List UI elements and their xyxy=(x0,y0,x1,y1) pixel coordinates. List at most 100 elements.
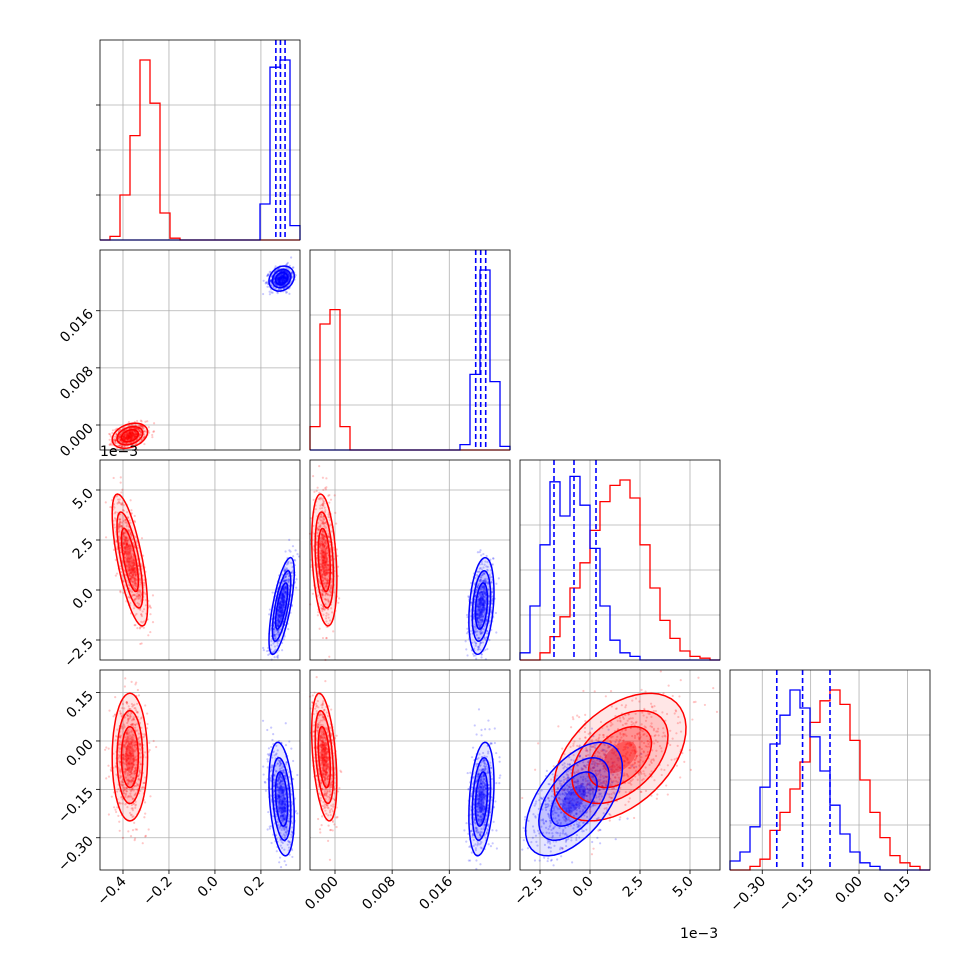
scatter-point xyxy=(315,489,318,492)
scatter-point xyxy=(132,568,136,572)
scatter-point xyxy=(155,745,158,749)
scatter-point xyxy=(283,277,286,280)
scatter-point xyxy=(281,649,284,652)
scatter-point xyxy=(117,437,120,440)
scatter-point xyxy=(122,531,125,535)
scatter-point xyxy=(134,624,137,627)
scatter-point xyxy=(123,433,126,436)
scatter-point xyxy=(126,433,129,436)
scatter-point xyxy=(278,277,282,280)
scatter-point xyxy=(129,436,132,440)
scatter-point xyxy=(280,274,283,277)
scatter-point xyxy=(124,437,127,440)
scatter-point xyxy=(276,279,279,282)
scatter-point xyxy=(118,529,121,533)
scatter-point xyxy=(129,577,132,580)
scatter-point xyxy=(128,437,131,440)
scatter-point xyxy=(278,861,281,864)
scatter-point xyxy=(277,281,280,284)
scatter-point xyxy=(279,276,282,279)
scatter-point xyxy=(294,274,297,277)
grid-layer xyxy=(100,40,930,870)
scatter-point xyxy=(292,759,295,763)
scatter-point xyxy=(124,436,127,439)
scatter-point xyxy=(129,431,132,435)
scatter-point xyxy=(288,275,291,278)
scatter-point xyxy=(276,280,280,283)
scatter-point xyxy=(144,430,147,433)
scatter-point xyxy=(291,275,294,278)
scatter-point xyxy=(277,278,280,281)
scatter-point xyxy=(127,421,131,424)
scatter-point xyxy=(135,427,138,430)
scatter-point xyxy=(140,424,143,427)
scatter-point xyxy=(316,486,319,489)
scatter-point xyxy=(137,594,140,598)
scatter-point xyxy=(144,704,147,707)
scatter-point xyxy=(276,278,279,281)
scatter-point xyxy=(125,544,128,547)
scatter-point xyxy=(104,501,107,504)
scatter-point xyxy=(279,281,282,284)
scatter-point xyxy=(281,279,284,282)
scatter-point xyxy=(465,632,469,635)
scatter-point xyxy=(278,281,282,284)
scatter-point xyxy=(134,579,137,582)
scatter-point xyxy=(133,434,136,437)
scatter-point xyxy=(126,438,129,441)
scatter-point xyxy=(280,276,283,279)
scatter-point xyxy=(129,431,133,434)
scatter-point xyxy=(151,436,154,439)
scatter-point xyxy=(277,279,281,282)
scatter-point xyxy=(282,273,285,276)
scatter-point xyxy=(273,656,276,659)
scatter-point xyxy=(117,528,120,531)
scatter-point xyxy=(334,511,337,514)
scatter-point xyxy=(278,281,281,285)
scatter-point xyxy=(124,547,127,550)
scatter-point xyxy=(112,476,115,480)
scatter-point xyxy=(125,542,129,545)
scatter-point xyxy=(128,557,131,561)
scatter-point xyxy=(129,427,132,430)
scatter-point xyxy=(118,518,121,521)
scatter-point xyxy=(131,430,134,433)
scatter-point xyxy=(282,273,286,277)
scatter-point xyxy=(280,279,284,282)
scatter-point xyxy=(143,801,147,804)
scatter-point xyxy=(118,829,121,832)
scatter-point xyxy=(282,276,285,279)
scatter-point xyxy=(491,563,494,566)
scatter-point xyxy=(288,549,291,552)
scatter-point xyxy=(152,422,156,425)
scatter-point xyxy=(131,432,134,435)
scatter-point xyxy=(128,434,131,437)
scatter-point xyxy=(127,434,130,437)
scatter-point xyxy=(284,550,287,553)
scatter-point xyxy=(135,419,139,423)
scatter-point xyxy=(127,432,130,435)
scatter-point xyxy=(125,437,128,440)
scatter-point xyxy=(271,738,274,742)
scatter-point xyxy=(138,593,141,596)
scatter-point xyxy=(130,437,133,441)
scatter-point xyxy=(276,654,280,657)
scatter-point xyxy=(119,433,122,436)
scatter-point xyxy=(127,528,130,532)
scatter-point xyxy=(118,438,122,441)
scatter-point xyxy=(278,277,281,280)
scatter-point xyxy=(127,437,130,440)
scatter-point xyxy=(276,284,279,287)
scatter-point xyxy=(274,265,277,268)
scatter-point xyxy=(284,744,288,747)
scatter-point xyxy=(261,719,265,722)
scatter-point xyxy=(131,435,134,438)
scatter-point xyxy=(130,437,133,440)
scatter-point xyxy=(114,696,117,699)
scatter-point xyxy=(119,481,122,484)
scatter-point xyxy=(123,556,127,559)
scatter-point xyxy=(291,855,294,859)
scatter-point xyxy=(113,438,116,441)
scatter-point xyxy=(272,733,275,736)
scatter-point xyxy=(139,431,143,434)
